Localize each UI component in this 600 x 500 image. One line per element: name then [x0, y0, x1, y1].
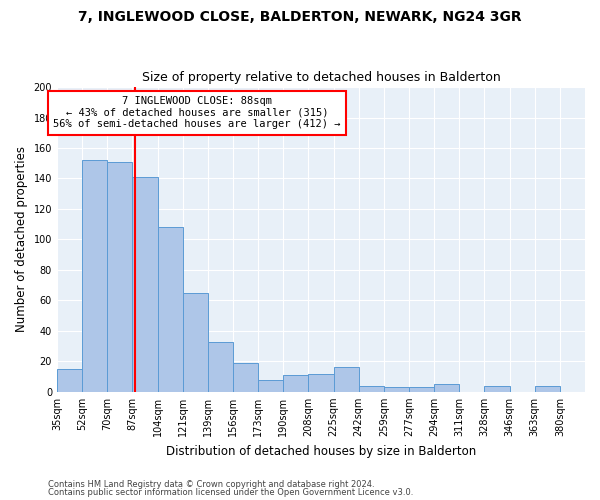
Bar	[133, 177, 158, 392]
Bar	[233, 363, 258, 392]
Bar	[484, 386, 509, 392]
Bar	[308, 374, 334, 392]
Bar	[409, 387, 434, 392]
Text: 7 INGLEWOOD CLOSE: 88sqm
← 43% of detached houses are smaller (315)
56% of semi-: 7 INGLEWOOD CLOSE: 88sqm ← 43% of detach…	[53, 96, 341, 130]
Bar	[158, 227, 182, 392]
Title: Size of property relative to detached houses in Balderton: Size of property relative to detached ho…	[142, 72, 500, 85]
Text: Contains public sector information licensed under the Open Government Licence v3: Contains public sector information licen…	[48, 488, 413, 497]
Bar	[182, 293, 208, 392]
Text: Contains HM Land Registry data © Crown copyright and database right 2024.: Contains HM Land Registry data © Crown c…	[48, 480, 374, 489]
Y-axis label: Number of detached properties: Number of detached properties	[15, 146, 28, 332]
Bar	[107, 162, 133, 392]
Bar	[283, 375, 308, 392]
Bar	[82, 160, 107, 392]
Bar	[334, 368, 359, 392]
Bar	[258, 380, 283, 392]
Bar	[57, 369, 82, 392]
Bar	[359, 386, 384, 392]
Text: 7, INGLEWOOD CLOSE, BALDERTON, NEWARK, NG24 3GR: 7, INGLEWOOD CLOSE, BALDERTON, NEWARK, N…	[78, 10, 522, 24]
Bar	[208, 342, 233, 392]
Bar	[535, 386, 560, 392]
X-axis label: Distribution of detached houses by size in Balderton: Distribution of detached houses by size …	[166, 444, 476, 458]
Bar	[384, 387, 409, 392]
Bar	[434, 384, 459, 392]
